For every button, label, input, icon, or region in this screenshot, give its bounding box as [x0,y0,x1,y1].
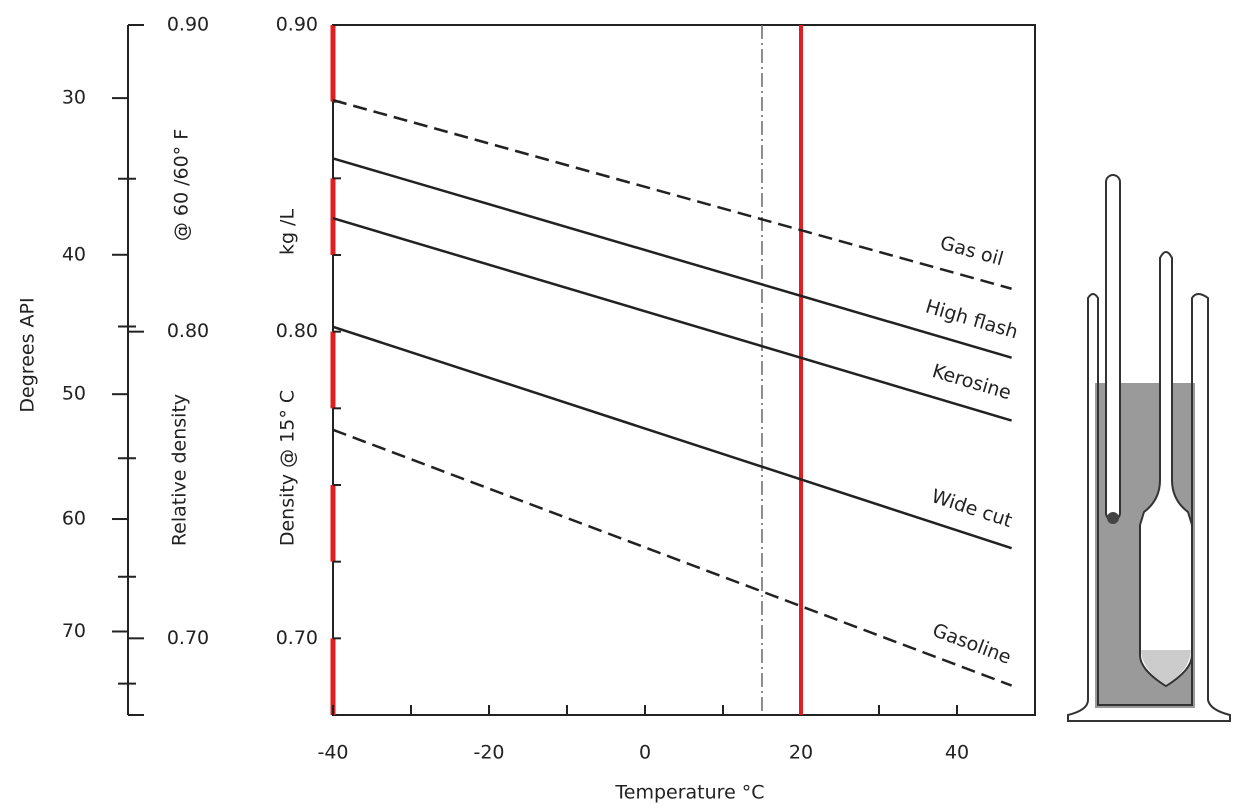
x-tick-label: 0 [639,742,651,764]
api-tick-label: 40 [62,243,86,265]
relative-density-tick-label: 0.80 [167,320,209,342]
relative-density-tick-label: 0.70 [167,627,209,649]
y-tick-label: 0.80 [276,320,318,342]
series-line [332,217,1012,422]
y-tick-label: 0.90 [276,14,318,36]
x-tick-label: -20 [473,742,504,764]
relative-density-sublabel: @ 60 /60° F [171,129,193,241]
api-tick-label: 70 [62,620,86,642]
series-label: Kerosine [930,360,1014,404]
y-unit-label: kg /L [277,209,299,256]
hydrometer-illustration [1067,174,1231,722]
api-tick-label: 50 [62,383,86,405]
series-line [332,325,1012,550]
series-line [332,157,1012,359]
x-axis-label: Temperature °C [614,782,764,804]
api-tick-label: 60 [62,508,86,530]
series-line [332,98,1012,290]
y-axis-label: Density @ 15° C [277,390,299,546]
x-tick-label: 20 [789,742,813,764]
series-label: Gas oil [938,232,1006,270]
api-axis-label: Degrees API [17,297,39,412]
api-tick-label: 30 [62,87,86,109]
series-label: Gasoline [929,619,1014,669]
relative-density-tick-label: 0.90 [167,14,209,36]
y-tick-label: 0.70 [276,627,318,649]
relative-density-label: Relative density [169,394,191,546]
x-tick-label: -40 [317,742,348,764]
x-tick-label: 40 [945,742,969,764]
series-line [332,428,1013,687]
